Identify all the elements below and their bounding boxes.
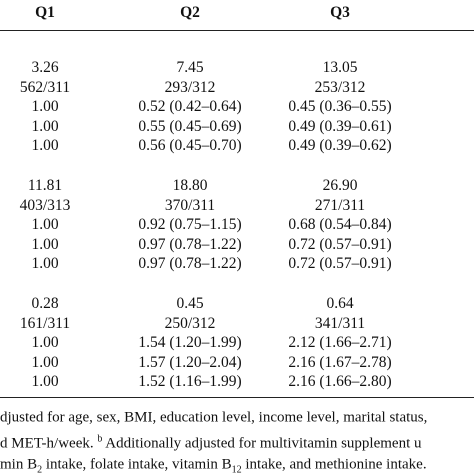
table-cell: 0.68 (0.54–0.84)	[288, 216, 392, 234]
table-cell: 1.00	[31, 216, 59, 234]
table-cell: 0.97 (0.78–1.22)	[138, 255, 242, 273]
column-header: Q2	[180, 4, 200, 21]
table-cell: 2.16 (1.66–2.80)	[288, 373, 392, 391]
footnote-text: d MET-h/week.	[0, 435, 98, 452]
table-cell: 293/312	[164, 78, 216, 96]
footnote-text: intake, folate intake, vitamin B	[42, 456, 232, 473]
table-cell: 13.05	[322, 59, 358, 76]
footnote-text: b	[97, 433, 103, 445]
table-cell: 403/313	[19, 196, 71, 214]
footnote-line: djusted for age, sex, BMI, education lev…	[0, 410, 427, 427]
table-cell: 0.52 (0.42–0.64)	[138, 98, 242, 116]
table-cell: 7.45	[176, 59, 204, 76]
table-cell: 0.56 (0.45–0.70)	[138, 137, 242, 155]
bottom-rule	[0, 397, 474, 398]
table-cell: 0.45	[176, 295, 204, 312]
table-cell: 0.45 (0.36–0.55)	[288, 98, 392, 116]
footnote-line: d MET-h/week. b Additionally adjusted fo…	[0, 434, 422, 453]
table-cell: 562/311	[19, 78, 71, 96]
table-cell: 0.28	[31, 295, 59, 312]
table-cell: 1.00	[31, 137, 59, 155]
table-cell: 1.00	[31, 373, 59, 391]
footnote-text: 2	[37, 464, 43, 476]
table-cell: 2.16 (1.67–2.78)	[288, 353, 392, 371]
table-cell: 253/312	[314, 78, 366, 96]
footnote-text: Additionally adjusted for multivitamin s…	[102, 435, 422, 452]
table-cell: 2.12 (1.66–2.71)	[288, 334, 392, 352]
table-cell: 1.00	[31, 117, 59, 135]
footnote-text: min B	[0, 456, 38, 473]
table-cell: 1.00	[31, 334, 59, 352]
table-cell: 1.00	[31, 255, 59, 273]
table-cell: 1.52 (1.16–1.99)	[138, 373, 242, 391]
table-cell: 0.49 (0.39–0.61)	[288, 117, 392, 135]
footnote-text: 12	[231, 464, 242, 476]
table-cell: 250/312	[164, 314, 216, 332]
table-cell: 0.92 (0.75–1.15)	[138, 216, 242, 234]
table-cell: 26.90	[322, 177, 358, 194]
column-header: Q3	[330, 4, 350, 21]
footnote-text: intake, and methionine intake.	[241, 456, 427, 473]
footnote-text: djusted for age, sex, BMI, education lev…	[0, 409, 428, 426]
table-cell: 3.26	[31, 59, 59, 76]
table-cell: 0.72 (0.57–0.91)	[288, 255, 392, 273]
table-cell: 1.00	[31, 353, 59, 371]
table-cell: 1.00	[31, 98, 59, 116]
table-cell: 370/311	[164, 196, 216, 214]
table-cell: 0.49 (0.39–0.62)	[288, 137, 392, 155]
table-cell: 161/311	[19, 314, 71, 332]
header-rule	[0, 30, 474, 31]
table-cell: 0.72 (0.57–0.91)	[288, 235, 392, 253]
table-cell: 1.00	[31, 235, 59, 253]
table-cell: 0.64	[326, 295, 354, 312]
table-cell: 0.55 (0.45–0.69)	[138, 117, 242, 135]
footnote-line: min B2 intake, folate intake, vitamin B1…	[0, 457, 427, 476]
table-cell: 11.81	[27, 177, 63, 194]
table-cell: 271/311	[314, 196, 366, 214]
column-header: Q1	[35, 4, 55, 21]
table-cell: 0.97 (0.78–1.22)	[138, 235, 242, 253]
table-cell: 1.54 (1.20–1.99)	[138, 334, 242, 352]
table-cell: 341/311	[314, 314, 366, 332]
table-cell: 18.80	[172, 177, 208, 194]
table-cell: 1.57 (1.20–2.04)	[138, 353, 242, 371]
